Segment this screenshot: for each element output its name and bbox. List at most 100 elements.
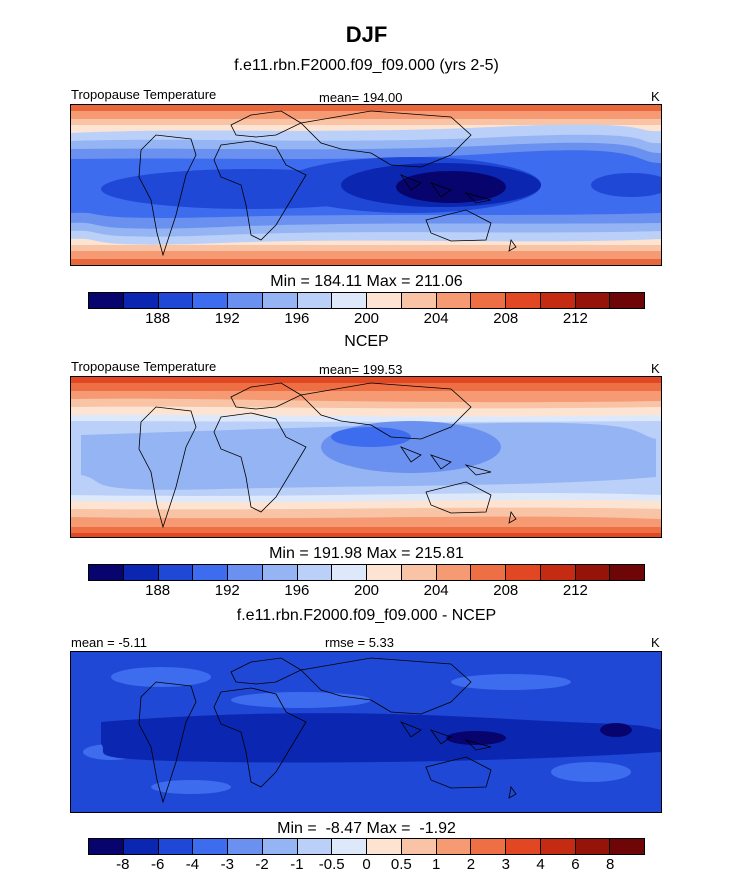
- colorbar-box: [332, 293, 367, 308]
- colorbar-tick-label: 3: [501, 856, 510, 873]
- colorbar-box: [575, 839, 611, 854]
- colorbar-box: [89, 839, 124, 854]
- colorbar-box: [575, 565, 611, 580]
- colorbar-box: [610, 565, 644, 580]
- colorbar-box: [228, 293, 263, 308]
- colorbar-box: [436, 839, 472, 854]
- colorbar-box: [471, 839, 506, 854]
- panel-1-map-field: [71, 105, 661, 265]
- colorbar-tick-label: -1: [290, 856, 304, 873]
- colorbar-tick-label: 208: [493, 310, 519, 327]
- colorbar-tick-label: -2: [255, 856, 269, 873]
- colorbar-box: [332, 839, 367, 854]
- colorbar-tick-label: 196: [284, 310, 310, 327]
- colorbar-tick-label: 8: [606, 856, 615, 873]
- colorbar-box: [540, 839, 576, 854]
- colorbar-tick-label: -6: [150, 856, 165, 873]
- colorbar-tick-label: -8: [116, 856, 130, 873]
- panel-3-units-label: K: [651, 635, 660, 650]
- colorbar-box: [123, 565, 159, 580]
- colorbar-box: [262, 839, 298, 854]
- colorbar-tick-label: 204: [423, 582, 449, 599]
- panel-2-minmax: Min = 191.98 Max = 215.81: [269, 545, 464, 562]
- colorbar-tick-label: 6: [571, 856, 580, 873]
- colorbar-box: [123, 293, 159, 308]
- colorbar-box: [228, 839, 263, 854]
- colorbar-box: [610, 839, 644, 854]
- colorbar-box: [158, 293, 194, 308]
- colorbar-tick-label: 212: [562, 310, 588, 327]
- colorbar-box: [262, 565, 298, 580]
- colorbar-tick-label: 196: [284, 582, 310, 599]
- panel-2-map-field: [71, 377, 661, 537]
- colorbar-tick-label: -3: [220, 856, 234, 873]
- colorbar-box: [401, 565, 437, 580]
- panel-2-colorbar-ticks: 188 192 196 200 204 208 212: [88, 582, 645, 602]
- panel-3-colorbar-ticks: -8 -6 -4 -3 -2 -1 -0.5 0 0.5 1 2 3 4 6 8: [88, 856, 645, 876]
- colorbar-tick-label: 4: [536, 856, 545, 873]
- panel-1-units-label: K: [651, 89, 660, 104]
- colorbar-tick-label: 1: [431, 856, 441, 873]
- panel-2-mean-label: mean= 199.53: [319, 362, 403, 377]
- colorbar-box: [158, 565, 194, 580]
- panel-2-colorbar: [88, 564, 645, 581]
- panel-3-heading: f.e11.rbn.F2000.f09_f09.000 - NCEP: [236, 607, 497, 624]
- panel-3-mean-label: mean = -5.11: [71, 635, 148, 650]
- colorbar-box: [540, 565, 576, 580]
- panel-1-mean-label: mean= 194.00: [319, 90, 403, 105]
- colorbar-tick-label: 188: [145, 310, 171, 327]
- colorbar-tick-label: -0.5: [318, 856, 345, 873]
- colorbar-box: [367, 293, 402, 308]
- colorbar-tick-label: 192: [214, 310, 240, 327]
- colorbar-box: [436, 565, 472, 580]
- panel-2-map: [70, 376, 662, 538]
- colorbar-box: [228, 565, 263, 580]
- panel-2-heading: NCEP: [344, 333, 389, 350]
- colorbar-box: [506, 839, 541, 854]
- colorbar-box: [540, 293, 576, 308]
- colorbar-box: [193, 565, 228, 580]
- figure-title: DJF: [345, 22, 388, 47]
- colorbar-box: [297, 293, 333, 308]
- colorbar-box: [193, 839, 228, 854]
- panel-1-map: [70, 104, 662, 266]
- panel-3-rmse-label: rmse = 5.33: [325, 635, 395, 650]
- panel-1-minmax: Min = 184.11 Max = 211.06: [270, 273, 463, 290]
- colorbar-box: [471, 293, 506, 308]
- colorbar-box: [193, 293, 228, 308]
- panel-2-units-label: K: [651, 361, 660, 376]
- colorbar-box: [401, 293, 437, 308]
- colorbar-box: [506, 565, 541, 580]
- colorbar-tick-label: 200: [353, 310, 380, 327]
- colorbar-box: [401, 839, 437, 854]
- colorbar-box: [436, 293, 472, 308]
- colorbar-box: [89, 293, 124, 308]
- panel-1-colorbar: [88, 292, 645, 309]
- colorbar-box: [332, 565, 367, 580]
- colorbar-box: [123, 839, 159, 854]
- colorbar-tick-label: 0.5: [390, 856, 412, 873]
- panel-3-colorbar: [88, 838, 645, 855]
- colorbar-tick-label: -4: [185, 856, 200, 873]
- colorbar-box: [367, 839, 402, 854]
- colorbar-box: [262, 293, 298, 308]
- panel-2-variable-label: Tropopause Temperature: [71, 359, 217, 374]
- colorbar-tick-label: 212: [562, 582, 588, 599]
- colorbar-box: [89, 565, 124, 580]
- colorbar-box: [506, 293, 541, 308]
- panel-3-minmax: Min = -8.47 Max = -1.92: [277, 820, 456, 837]
- colorbar-tick-label: 200: [353, 582, 380, 599]
- colorbar-tick-label: 2: [466, 856, 476, 873]
- colorbar-tick-label: 188: [145, 582, 171, 599]
- panel-3-map: [70, 651, 662, 813]
- colorbar-box: [158, 839, 194, 854]
- colorbar-box: [367, 565, 402, 580]
- colorbar-box: [297, 565, 333, 580]
- panel-3-map-field: [71, 652, 661, 812]
- colorbar-box: [575, 293, 611, 308]
- colorbar-box: [471, 565, 506, 580]
- colorbar-tick-label: 0: [362, 856, 371, 873]
- panel-1-heading: f.e11.rbn.F2000.f09_f09.000 (yrs 2-5): [234, 57, 499, 74]
- colorbar-box: [610, 293, 644, 308]
- colorbar-tick-label: 204: [423, 310, 449, 327]
